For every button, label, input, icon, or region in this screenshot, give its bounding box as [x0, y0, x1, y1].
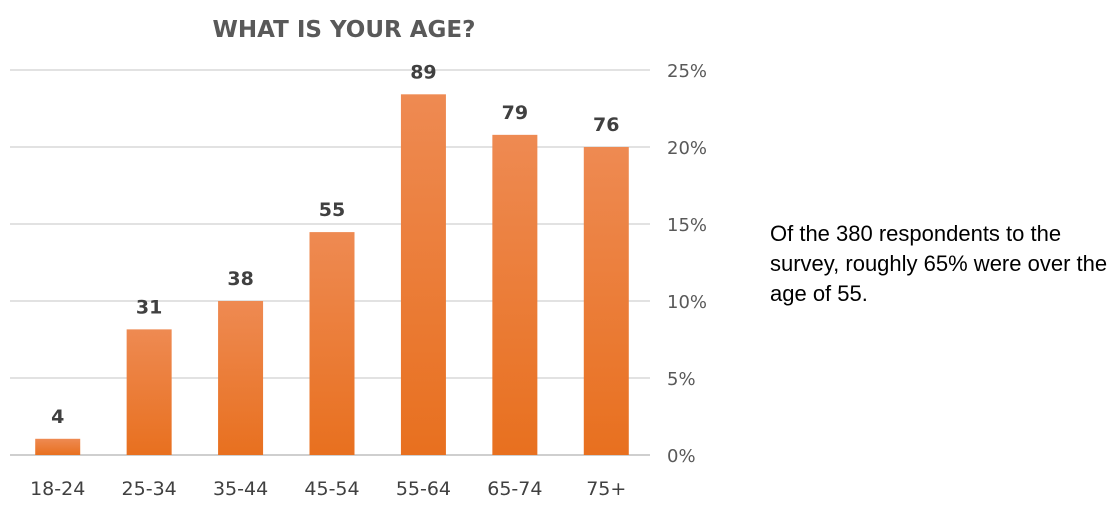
category-label: 35-44 — [213, 478, 268, 500]
y-tick-label: 15% — [667, 215, 707, 236]
bar-chart-svg: WHAT IS YOUR AGE? 0% 5% 10% 15% 20% 25% 4 31 38… — [10, 17, 707, 500]
x-axis-categories: 18-24 25-34 35-44 45-54 55-64 65-74 75+ — [30, 478, 626, 500]
y-tick-label: 20% — [667, 138, 707, 159]
data-label: 4 — [51, 406, 64, 428]
bar — [218, 301, 264, 455]
y-axis-ticks: 0% 5% 10% 15% 20% 25% — [667, 61, 707, 467]
y-tick-label: 5% — [667, 369, 696, 390]
bar — [35, 438, 81, 455]
data-label: 89 — [410, 61, 436, 83]
data-label: 79 — [502, 102, 528, 124]
category-label: 65-74 — [487, 478, 542, 500]
category-label: 18-24 — [30, 478, 85, 500]
chart-caption: Of the 380 respondents to the survey, ro… — [770, 221, 1108, 306]
data-labels: 4 31 38 55 89 79 76 — [51, 61, 619, 427]
age-chart: WHAT IS YOUR AGE? 0% 5% 10% 15% 20% 25% 4 31 38… — [10, 17, 707, 500]
bar — [583, 147, 629, 455]
y-tick-label: 10% — [667, 292, 707, 313]
bar — [400, 94, 446, 455]
y-tick-label: 25% — [667, 61, 707, 82]
bar — [126, 329, 172, 455]
bar — [492, 134, 538, 455]
y-tick-label: 0% — [667, 446, 696, 467]
category-label: 75+ — [586, 478, 626, 500]
data-label: 55 — [319, 199, 345, 221]
category-label: 55-64 — [396, 478, 451, 500]
bars — [35, 94, 629, 455]
data-label: 76 — [593, 114, 619, 136]
data-label: 31 — [136, 296, 162, 318]
chart-title: WHAT IS YOUR AGE? — [213, 17, 476, 43]
data-label: 38 — [227, 268, 253, 290]
bar — [309, 232, 355, 455]
category-label: 45-54 — [304, 478, 359, 500]
category-label: 25-34 — [122, 478, 177, 500]
